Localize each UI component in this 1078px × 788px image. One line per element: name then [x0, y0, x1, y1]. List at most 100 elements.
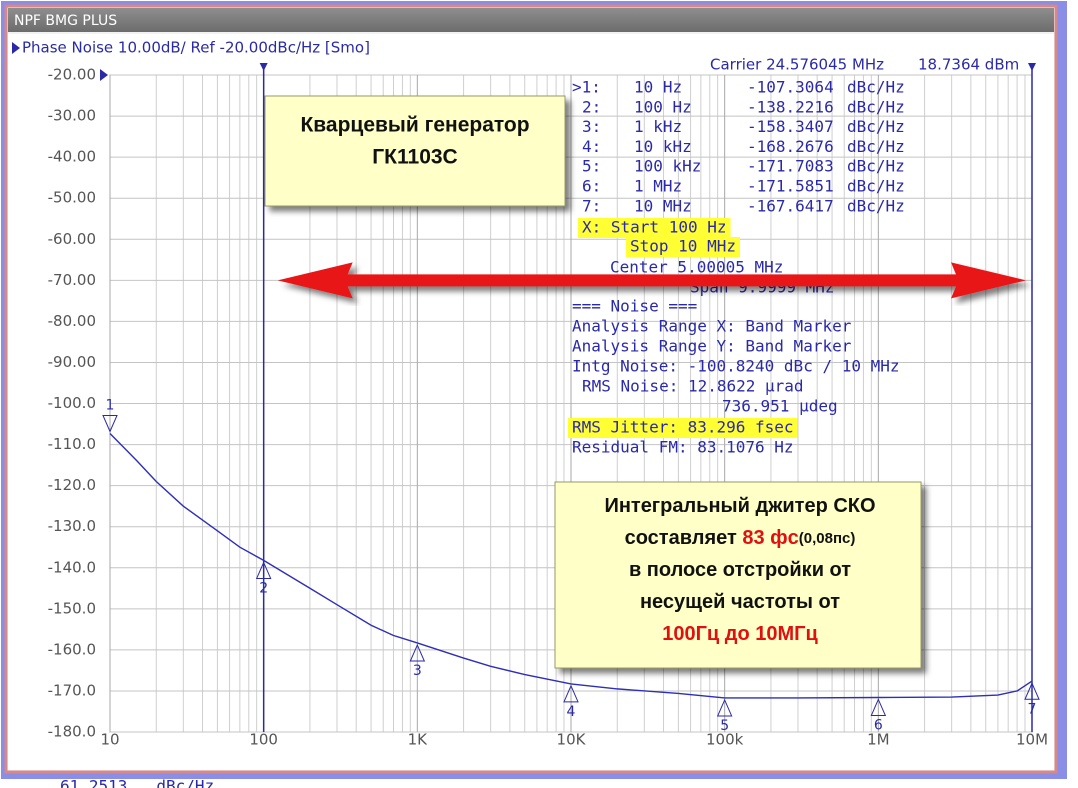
marker-frequency: 1 kHz [634, 117, 682, 136]
y-tick-label: -80.00 [48, 312, 96, 330]
marker-value: -158.3407 [747, 117, 834, 136]
marker-value: -171.5851 [747, 177, 834, 196]
y-tick-label: -160.0 [48, 640, 96, 658]
band-arrow [277, 262, 1027, 299]
marker-label: 2 [259, 580, 268, 596]
carrier-power: 18.7364 dBm [918, 56, 1019, 74]
annotation-run: составляет [625, 527, 743, 549]
marker-row-label: 2: [582, 97, 601, 116]
marker-value: -171.7083 [747, 157, 834, 176]
marker-triangle [563, 684, 579, 703]
info-line: X: Start 100 Hz [582, 218, 727, 237]
y-tick-label: -60.00 [48, 230, 96, 248]
marker-value: -107.3064 [747, 78, 834, 97]
info-line: RMS Jitter: 83.296 fsec [572, 418, 794, 437]
annotation-line: в полосе отстройки от [629, 559, 851, 581]
title-bar [8, 8, 1054, 32]
marker-unit: dBc/Hz [847, 157, 905, 176]
highlight [568, 418, 798, 438]
marker-triangle [870, 698, 887, 716]
y-tick-label: -170.0 [48, 681, 96, 699]
info-line: RMS Noise: 12.8622 µrad [582, 377, 804, 396]
footer-fragment: 61.2513 dBc/Hz [60, 777, 214, 788]
y-tick-label: -40.00 [48, 148, 96, 166]
y-tick-label: -50.00 [48, 189, 96, 207]
highlight [626, 237, 740, 257]
info-line: === Noise === [572, 297, 697, 316]
marker-row-label: 7: [582, 196, 601, 215]
x-tick-label: 100k [706, 731, 744, 749]
x-tick-label: 1K [408, 731, 429, 749]
marker-unit: dBc/Hz [847, 177, 905, 196]
annotation-text: ГК1103С [372, 146, 457, 169]
annotation-box [264, 95, 566, 207]
annotation-run: в полосе отстройки от [629, 559, 851, 581]
y-tick-label: -150.0 [48, 599, 96, 617]
header-arrow [12, 42, 20, 54]
x-tick-label: 10M [1016, 731, 1048, 749]
marker-unit: dBc/Hz [847, 97, 905, 116]
band-marker-head [1028, 63, 1036, 71]
y-tick-label: -70.00 [48, 271, 96, 289]
marker-frequency: 1 MHz [634, 177, 682, 196]
annotation-line: Интегральный джитер СКО [604, 495, 875, 517]
annotation-line: составляет 83 фс(0,08пс) [625, 527, 856, 549]
marker-triangle [716, 698, 733, 717]
x-tick-label: 10 [100, 731, 119, 749]
marker-label: 3 [413, 663, 422, 679]
y-tick-label: -100.0 [48, 394, 96, 412]
marker-unit: dBc/Hz [847, 78, 905, 97]
marker-frequency: 10 Hz [634, 78, 682, 97]
window-title: NPF BMG PLUS [14, 13, 117, 29]
y-tick-label: -140.0 [48, 558, 96, 576]
marker-row-label: 5: [582, 157, 601, 176]
marker-value: -168.2676 [747, 137, 834, 156]
marker-triangle [255, 561, 272, 579]
annotation-run: несущей частоты от [640, 591, 840, 613]
y-tick-label: -90.00 [48, 353, 96, 371]
annotation-text: Кварцевый генератор [300, 114, 529, 137]
marker-label: 7 [1028, 701, 1037, 717]
marker-label: 4 [567, 704, 576, 720]
marker-row-label: >1: [572, 78, 601, 97]
marker-frequency: 10 kHz [634, 137, 692, 156]
info-line: Stop 10 MHz [630, 237, 736, 256]
y-tick-label: -30.00 [48, 107, 96, 125]
marker-frequency: 100 kHz [634, 157, 701, 176]
marker-frequency: 10 MHz [634, 196, 692, 215]
marker-label: 5 [720, 718, 729, 734]
plot: -20.00 -30.00 -40.00 -50.00 -60.00 -70.00 -80.… [48, 63, 1048, 749]
y-tick-label: -180.0 [48, 723, 96, 741]
marker-frequency: 100 Hz [634, 97, 692, 116]
noise-curve [109, 432, 1033, 699]
marker-row-label: 6: [582, 177, 601, 196]
marker-unit: dBc/Hz [847, 137, 905, 156]
annotation-run: (0,08пс) [799, 530, 856, 547]
marker-label: 6 [874, 717, 883, 733]
marker-triangle [1024, 682, 1040, 700]
x-tick-label: 100 [249, 731, 278, 749]
marker-unit: dBc/Hz [847, 117, 905, 136]
annotation-run: 83 фс [742, 527, 798, 549]
y-tick-label: -130.0 [48, 517, 96, 535]
annotation-line: несущей частоты от [640, 591, 840, 613]
x-tick-label: 1M [867, 731, 890, 749]
marker-value: -167.6417 [747, 196, 834, 215]
annotation-run: 100Гц до 10МГц [662, 623, 818, 645]
info-line: Intg Noise: -100.8240 dBc / 10 MHz [572, 357, 900, 376]
reference-pointer [100, 69, 108, 81]
marker-triangle [409, 643, 426, 662]
annotation-box [554, 481, 922, 669]
annotation-line: 100Гц до 10МГц [662, 623, 818, 645]
marker-row-label: 3: [582, 117, 601, 136]
annotation-run: Интегральный джитер СКО [604, 495, 875, 517]
y-tick-label: -20.00 [48, 66, 96, 84]
x-tick-label: 10K [557, 731, 587, 749]
marker-value: -138.2216 [747, 97, 834, 116]
info-line: Center 5.00005 MHz [610, 258, 783, 277]
info-line: Analysis Range X: Band Marker [572, 317, 852, 336]
info-line: Residual FM: 83.1076 Hz [572, 438, 794, 457]
highlight [578, 218, 731, 238]
